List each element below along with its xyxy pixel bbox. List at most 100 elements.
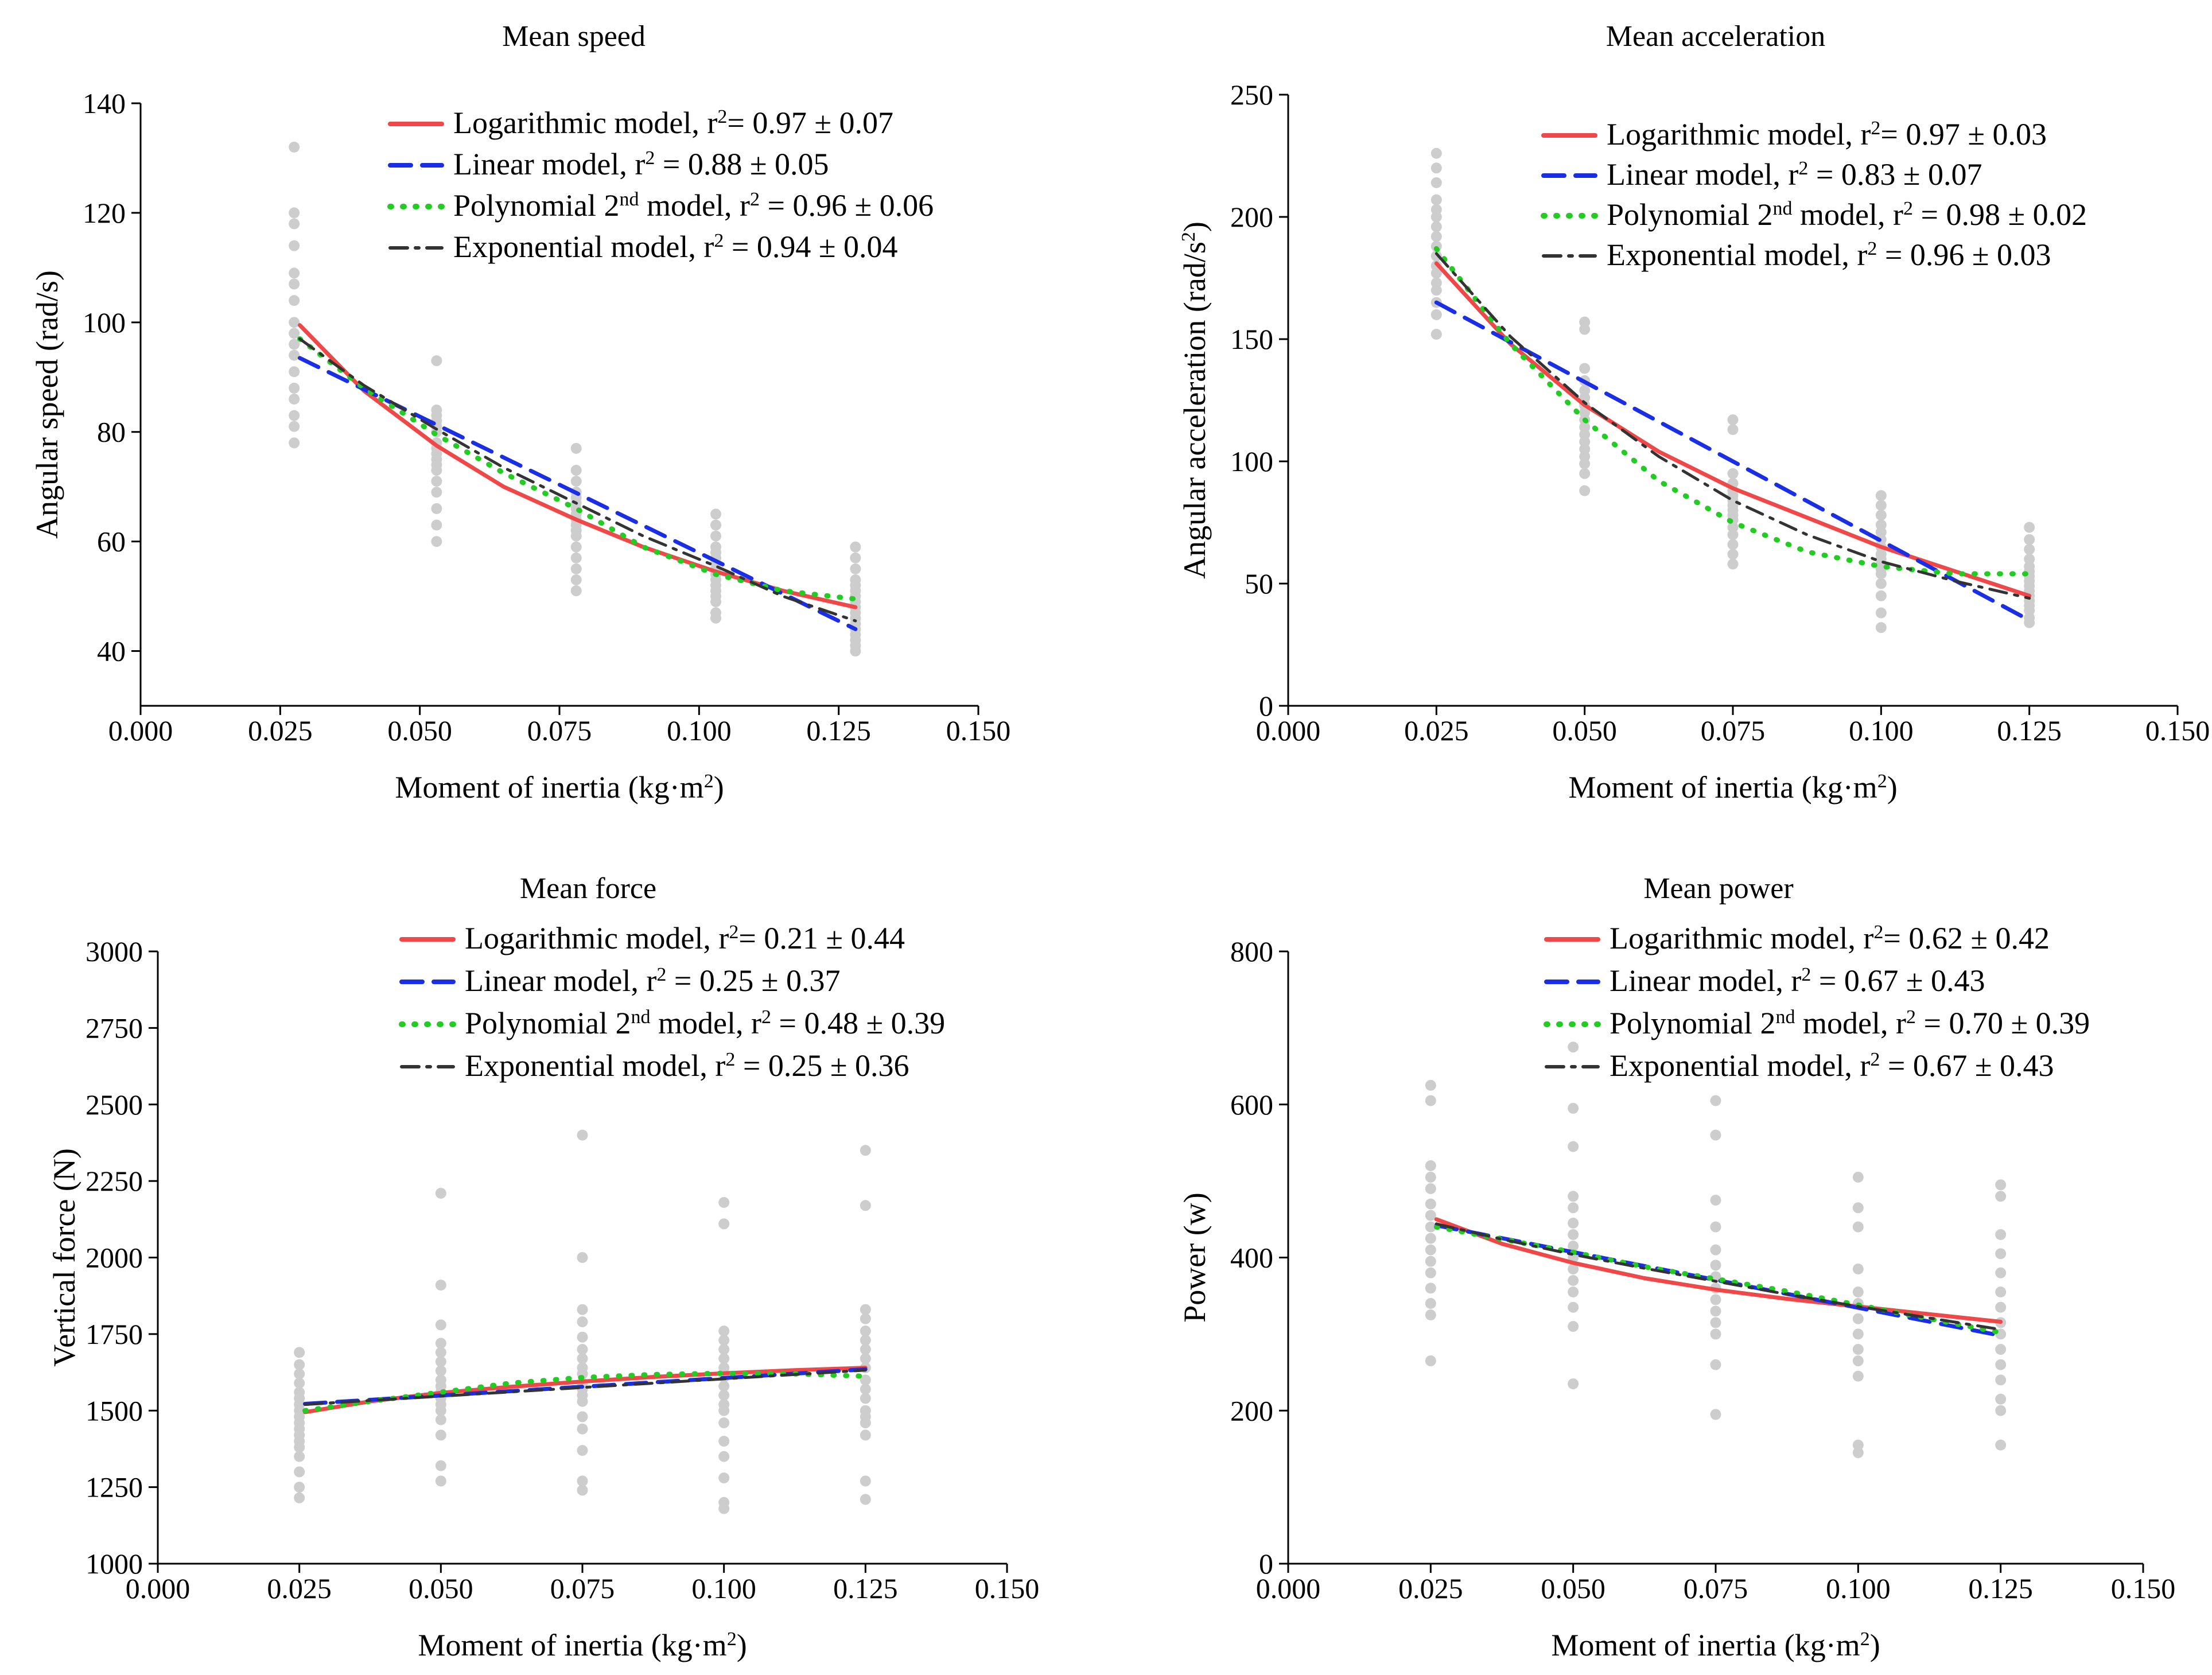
data-point: [435, 1347, 446, 1358]
chart-title: Mean force: [520, 872, 656, 905]
data-point: [718, 1362, 730, 1374]
x-axis-label: Moment of inertia (kg·m2): [1551, 1628, 1880, 1662]
data-point: [1727, 558, 1739, 570]
y-axis-label: Power (w): [1177, 1192, 1212, 1322]
data-point: [289, 437, 300, 449]
legend-label-log: Logarithmic model, r2= 0.97 ± 0.03: [1607, 117, 2047, 151]
y-tick-label: 100: [1230, 445, 1273, 477]
data-point: [718, 1503, 730, 1514]
y-tick-label: 120: [83, 197, 126, 229]
y-tick-label: 2250: [85, 1165, 143, 1197]
data-point: [1430, 177, 1442, 188]
y-tick-label: 250: [1230, 79, 1273, 111]
data-point: [1852, 1370, 1864, 1382]
x-tick-label: 0.150: [2145, 714, 2210, 747]
data-point: [718, 1436, 730, 1447]
y-axis-label: Angular acceleration (rad/s2): [1177, 221, 1212, 579]
x-tick-label: 0.100: [667, 714, 732, 747]
legend-label-poly: Polynomial 2nd model, r2 = 0.96 ± 0.06: [453, 188, 934, 223]
y-tick-label: 0: [1259, 690, 1273, 722]
data-point: [435, 1460, 446, 1471]
data-point: [1425, 1267, 1436, 1278]
data-point: [294, 1441, 305, 1453]
data-point: [435, 1338, 446, 1349]
data-point: [1568, 1217, 1579, 1229]
series-line-exp: [1435, 252, 2031, 600]
data-point: [1995, 1287, 2007, 1298]
data-point: [577, 1484, 588, 1496]
data-point: [1568, 1041, 1579, 1053]
x-tick-label: 0.100: [691, 1572, 756, 1604]
data-point: [718, 1417, 730, 1429]
data-point: [570, 465, 582, 476]
y-tick-label: 2000: [85, 1242, 143, 1274]
y-axis-label: Angular speed (rad/s): [30, 270, 64, 539]
y-tick-label: 100: [83, 306, 126, 339]
data-point: [718, 1326, 730, 1337]
data-point: [860, 1304, 871, 1315]
data-point: [850, 552, 861, 563]
data-point: [289, 278, 300, 290]
data-point: [1852, 1221, 1864, 1233]
data-point: [1727, 539, 1739, 550]
data-point: [1425, 1233, 1436, 1244]
data-point: [570, 541, 582, 553]
data-point: [294, 1482, 305, 1493]
data-point: [1852, 1313, 1864, 1324]
data-point: [431, 465, 442, 476]
data-point: [1568, 1202, 1579, 1214]
data-point: [1710, 1317, 1721, 1328]
data-point: [435, 1414, 446, 1425]
data-point: [1568, 1301, 1579, 1313]
data-point: [1995, 1439, 2007, 1451]
series-line-exp: [304, 1369, 867, 1406]
data-point: [1727, 529, 1739, 541]
data-point: [289, 240, 300, 251]
legend-label-log: Logarithmic model, r2= 0.21 ± 0.44: [465, 921, 905, 955]
data-point: [1430, 285, 1442, 296]
legend-label-log: Logarithmic model, r2= 0.62 ± 0.42: [1610, 921, 2050, 955]
data-point: [1430, 147, 1442, 159]
data-point: [1579, 458, 1591, 469]
x-tick-label: 0.150: [975, 1572, 1040, 1604]
series-line-exp: [298, 337, 857, 623]
data-point: [718, 1381, 730, 1392]
data-point: [1425, 1256, 1436, 1267]
data-point: [435, 1365, 446, 1377]
y-tick-label: 400: [1230, 1242, 1273, 1274]
data-point: [860, 1326, 871, 1337]
x-tick-label: 0.075: [1701, 714, 1766, 747]
data-point: [577, 1411, 588, 1423]
data-point: [1852, 1202, 1864, 1214]
y-tick-label: 600: [1230, 1089, 1273, 1121]
legend: Logarithmic model, r2= 0.97 ± 0.03 Linear…: [1541, 117, 2087, 272]
x-tick-label: 0.000: [126, 1572, 191, 1604]
legend-label-lin: Linear model, r2 = 0.67 ± 0.43: [1610, 963, 1985, 998]
data-point: [860, 1145, 871, 1156]
data-point: [431, 503, 442, 514]
x-tick-label: 0.100: [1849, 714, 1914, 747]
data-point: [1875, 490, 1887, 502]
data-point: [1430, 194, 1442, 205]
data-point: [294, 1347, 305, 1358]
data-point: [1568, 1275, 1579, 1287]
data-point: [860, 1429, 871, 1441]
x-tick-label: 0.050: [387, 714, 452, 747]
data-point: [1430, 221, 1442, 232]
data-point: [435, 1187, 446, 1199]
data-point: [1852, 1264, 1864, 1275]
data-point: [577, 1331, 588, 1343]
x-tick-label: 0.125: [1968, 1572, 2033, 1604]
data-point: [1425, 1283, 1436, 1294]
x-tick-label: 0.050: [1541, 1572, 1605, 1604]
data-point: [1579, 324, 1591, 335]
chart-title: Mean power: [1643, 872, 1793, 905]
chart-panel-3: Mean force 0.000 0.025 0.050 0.075 0.100 0.125…: [47, 872, 1039, 1662]
data-point: [860, 1200, 871, 1211]
data-point: [1425, 1309, 1436, 1321]
x-tick-label: 0.075: [550, 1572, 615, 1604]
chart-title: Mean speed: [502, 20, 646, 53]
legend: Logarithmic model, r2= 0.21 ± 0.44 Linear…: [399, 921, 945, 1083]
data-point: [1430, 328, 1442, 340]
